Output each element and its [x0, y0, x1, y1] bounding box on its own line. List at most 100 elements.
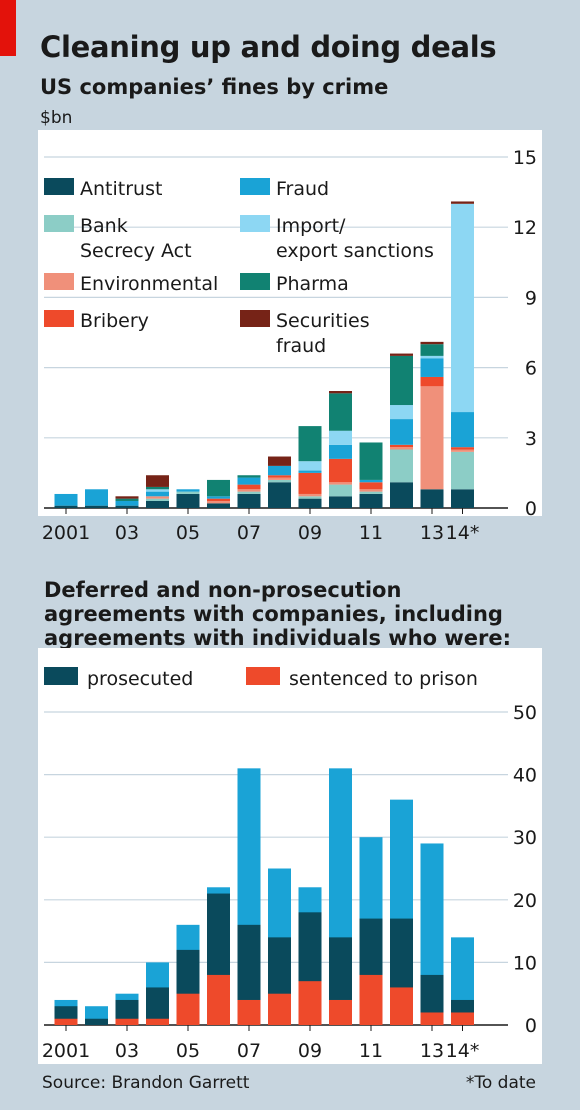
agreements-prison-bar	[146, 1018, 169, 1025]
agreements-legend-swatch	[246, 667, 280, 685]
agreements-x-tick-label: 05	[176, 1040, 200, 1062]
fines-bar-segment	[146, 486, 169, 490]
fines-bar-segment	[146, 475, 169, 487]
agreements-legend-label: prosecuted	[87, 668, 193, 690]
fines-bar-segment	[298, 496, 322, 499]
fines-legend-label: Fraud	[276, 178, 329, 200]
fines-legend-swatch	[44, 215, 74, 232]
fines-x-tick-label: 2001	[42, 522, 90, 544]
fines-x-tick-label: 09	[298, 522, 322, 544]
fines-x-tick-label: 05	[176, 522, 200, 544]
fines-bar-segment	[359, 493, 383, 508]
agreements-x-tick-label: 09	[298, 1040, 322, 1062]
fines-bar-segment	[298, 472, 322, 494]
agreements-legend-swatch	[44, 667, 78, 685]
fines-bar-segment	[359, 479, 383, 483]
fines-bar-segment	[237, 475, 261, 478]
agreements-prison-bar	[390, 987, 413, 1025]
fines-x-tick-label: 13	[420, 522, 444, 544]
agreements-prison-bar	[207, 974, 230, 1025]
fines-x-tick-label: 03	[115, 522, 139, 544]
agreements-legend-label: sentenced to prison	[289, 668, 478, 690]
fines-bar-segment	[207, 498, 230, 501]
red-accent-tab	[0, 0, 16, 56]
agreements-prison-bar	[451, 1012, 474, 1025]
fines-bar-segment	[146, 491, 169, 497]
fines-bar-segment	[359, 482, 383, 490]
fines-bar-segment	[359, 442, 383, 480]
agreements-prosecuted-bar	[146, 987, 169, 1025]
fines-bar-segment	[85, 489, 108, 506]
fines-bar-segment	[176, 493, 200, 508]
fines-bar-segment	[207, 496, 230, 499]
fines-legend-label: Antitrust	[80, 178, 162, 200]
fines-bar-segment	[329, 458, 352, 483]
source-note: Source: Brandon Garrett	[42, 1073, 250, 1093]
fines-legend-swatch	[240, 178, 270, 195]
agreements-prison-bar	[359, 974, 383, 1025]
agreements-x-tick-label: 14*	[446, 1040, 480, 1062]
fines-bar-segment	[420, 358, 444, 377]
fines-bar-segment	[420, 355, 444, 359]
fines-bar-segment	[268, 479, 291, 483]
fines-bar-segment	[54, 493, 78, 506]
fines-bar-segment	[115, 505, 139, 508]
fines-bar-segment	[390, 419, 413, 445]
fines-x-tick-label: 07	[237, 522, 261, 544]
fines-bar-segment	[268, 465, 291, 476]
fines-bar-segment	[420, 344, 444, 356]
fines-legend-label: Secrecy Act	[80, 240, 192, 262]
agreements-x-tick-label: 03	[115, 1040, 139, 1062]
fines-x-tick-label: 11	[359, 522, 383, 544]
fines-legend-label: fraud	[276, 335, 326, 357]
agreements-prison-bar	[115, 1018, 139, 1025]
agreements-prison-bar	[268, 993, 291, 1025]
fines-bar-segment	[176, 489, 200, 492]
fines-bar-segment	[390, 353, 413, 356]
agreements-prison-bar	[54, 1018, 78, 1025]
fines-bar-segment	[237, 477, 261, 485]
fines-bar-segment	[146, 496, 169, 499]
fines-bar-segment	[329, 393, 352, 431]
fines-bar-segment	[268, 477, 291, 480]
fines-legend-label: Pharma	[276, 273, 349, 295]
fines-bar-segment	[451, 489, 474, 508]
agreements-x-tick-label: 07	[237, 1040, 261, 1062]
agreements-x-tick-label: 13	[420, 1040, 444, 1062]
agreements-prison-bar	[420, 1012, 444, 1025]
fines-bar-segment	[451, 447, 474, 450]
fines-bar-segment	[359, 489, 383, 492]
fines-bar-segment	[146, 489, 169, 492]
agreements-x-tick-label: 2001	[42, 1040, 90, 1062]
fines-bar-segment	[298, 426, 322, 462]
fines-legend-swatch	[44, 310, 74, 327]
fines-legend-label: Securities	[276, 310, 370, 332]
agreements-x-tick-label: 11	[359, 1040, 383, 1062]
agreements-prison-bar	[329, 999, 352, 1025]
fines-bar-segment	[298, 470, 322, 473]
fines-legend-label: Bank	[80, 215, 128, 237]
agreements-prison-bar	[176, 993, 200, 1025]
fines-y-tick-label: 9	[525, 287, 537, 309]
fines-bar-segment	[207, 500, 230, 504]
fines-bar-segment	[115, 500, 139, 506]
fines-bar-segment	[115, 496, 139, 499]
fines-bar-segment	[420, 376, 444, 387]
fines-legend-swatch	[240, 215, 270, 232]
fines-bar-segment	[390, 482, 413, 508]
fines-bar-segment	[451, 451, 474, 490]
fines-legend-label: Environmental	[80, 273, 218, 295]
fines-bar-segment	[237, 489, 261, 492]
fines-bar-segment	[176, 491, 200, 494]
fines-bar-segment	[329, 496, 352, 508]
fines-bar-segment	[146, 500, 169, 508]
fines-bar-segment	[451, 203, 474, 413]
fines-bar-segment	[298, 498, 322, 508]
agreements-y-tick-label: 30	[513, 827, 537, 849]
fines-y-tick-label: 12	[513, 217, 537, 239]
fines-bar-segment	[298, 493, 322, 497]
fines-bar-segment	[268, 475, 291, 478]
fines-y-tick-label: 15	[513, 147, 537, 169]
